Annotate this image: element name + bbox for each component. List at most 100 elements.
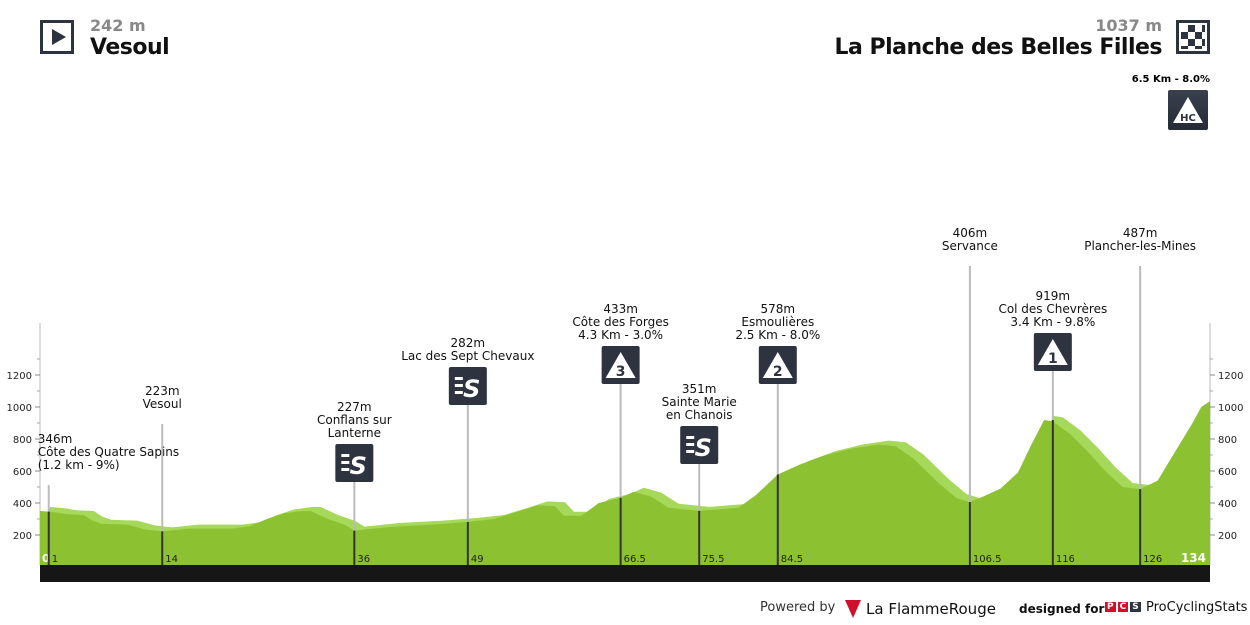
y-tick-label: 400 (1218, 499, 1237, 510)
pcs-letter: S (1130, 602, 1141, 612)
kom-category: 1 (1048, 351, 1058, 367)
km-label: 84.5 (781, 554, 803, 565)
km-label: 36 (357, 554, 370, 565)
sprint-stripe (454, 384, 463, 387)
powered-by: Powered by (760, 600, 836, 615)
marker-label: 487m (1123, 226, 1158, 240)
start-info: 242 m Vesoul (90, 16, 170, 60)
sprint-stripe (341, 461, 350, 464)
pcs-logo: P C S (1105, 602, 1141, 612)
kom-triangle (605, 352, 636, 378)
finish-altitude: 1037 m (1095, 16, 1162, 35)
la-flamme-rouge-brand: La FlammeRouge (866, 600, 996, 618)
stage-profile-chart: 200 200 400 400 600 600 800 800 1000 1000 1200 1200… (7, 226, 1243, 582)
marker-label: Plancher-les-Mines (1084, 239, 1196, 253)
marker-label: 3.4 Km - 9.8% (1010, 315, 1095, 329)
y-tick-label: 800 (1218, 435, 1237, 446)
km-label: 75.5 (702, 554, 724, 565)
sprint-icon (448, 367, 487, 405)
pcs-letter: C (1117, 602, 1129, 612)
km-label: 106.5 (973, 554, 1002, 565)
start-name: Vesoul (90, 35, 170, 60)
designed-for: designed for (1019, 602, 1105, 616)
y-tick-label: 800 (13, 435, 32, 446)
sprint-stripe (454, 377, 463, 380)
marker-label: 406m (953, 226, 988, 240)
marker-label: Lanterne (328, 426, 381, 440)
marker-label: Esmoulières (741, 315, 814, 329)
marker-label: (1.2 km - 9%) (38, 458, 120, 472)
marker-label: 227m (337, 400, 372, 414)
kom-triangle (762, 352, 793, 378)
kom-triangle (1037, 339, 1068, 365)
sprint-stripe (341, 454, 350, 457)
sprint-letter: S (350, 452, 367, 480)
marker-label: 223m (145, 384, 180, 398)
marker-label: Conflans sur (317, 413, 392, 427)
procyclingstats-brand: ProCyclingStats (1146, 600, 1248, 615)
y-tick-label: 1200 (7, 371, 32, 382)
km-label: 66.5 (624, 554, 646, 565)
marker-label: 4.3 Km - 3.0% (578, 328, 663, 342)
marker-label: Côte des Quatre Sapins (38, 445, 179, 459)
sprint-stripe (341, 468, 350, 471)
sprint-icon (335, 444, 374, 482)
marker-label: en Chanois (666, 408, 733, 422)
profile-area (40, 401, 1210, 567)
start-icon (40, 20, 74, 54)
sprint-letter: S (695, 434, 712, 462)
hc-label: HC (1180, 113, 1196, 124)
marker-label: Lac des Sept Chevaux (401, 349, 534, 363)
start-altitude: 242 m (90, 16, 146, 35)
sprint-icon (680, 426, 719, 464)
km-label: 14 (165, 554, 178, 565)
marker-label: Vesoul (143, 397, 182, 411)
finish-name: La Planche des Belles Filles (834, 35, 1162, 60)
y-tick-label: 1000 (7, 403, 32, 414)
y-tick-label: 400 (13, 499, 32, 510)
marker-label: 282m (451, 336, 486, 350)
y-tick-label: 1200 (1218, 371, 1243, 382)
kom-category: 2 (773, 364, 783, 380)
km-label: 49 (471, 554, 484, 565)
kom-category: 3 (616, 364, 626, 380)
y-tick-label: 600 (1218, 467, 1237, 478)
sprint-letter: S (463, 375, 480, 403)
finish-info: 1037 m La Planche des Belles Filles (834, 16, 1162, 60)
km-label: 1 (52, 554, 58, 565)
sprint-stripe (686, 436, 695, 439)
end-km-label: 134 (1181, 551, 1206, 565)
marker-label: 351m (682, 382, 717, 396)
marker-label: Col des Chevrères (998, 302, 1107, 316)
marker-label: 346m (38, 432, 73, 446)
sprint-stripe (686, 443, 695, 446)
marker-label: 919m (1036, 289, 1071, 303)
pcs-letter: P (1105, 602, 1116, 612)
start-km-label: 0 (42, 552, 50, 565)
marker-label: Servance (942, 239, 998, 253)
marker-label: Sainte Marie (662, 395, 737, 409)
sprint-stripe (454, 391, 463, 394)
marker-label: Côte des Forges (572, 315, 668, 329)
marker-label: 578m (761, 302, 796, 316)
marker-label: 2.5 Km - 8.0% (735, 328, 820, 342)
y-tick-label: 200 (13, 531, 32, 542)
y-tick-label: 200 (1218, 531, 1237, 542)
checkered-flag-icon (1176, 20, 1210, 54)
finish-climb-label: 6.5 Km - 8.0% (1131, 74, 1210, 85)
km-label: 126 (1143, 554, 1162, 565)
hc-climb-icon: HC (1168, 90, 1208, 130)
road-bar (40, 565, 1210, 582)
marker-label: 433m (603, 302, 638, 316)
y-tick-label: 600 (13, 467, 32, 478)
